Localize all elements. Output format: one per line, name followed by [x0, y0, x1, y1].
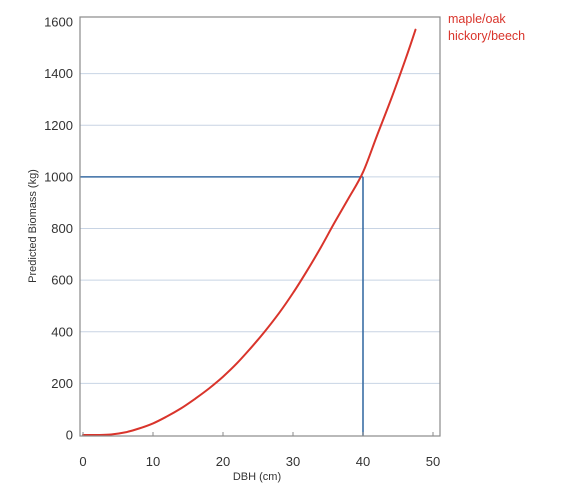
y-tick-label-600: 600 [51, 273, 73, 288]
x-tick-label-10: 10 [146, 454, 160, 469]
legend: maple/oak hickory/beech [448, 12, 525, 43]
y-tick-label-1000: 1000 [44, 169, 73, 184]
x-tick-label-20: 20 [216, 454, 230, 469]
y-tick-label-1400: 1400 [44, 66, 73, 81]
plot-frame [79, 16, 441, 437]
y-tick-label-800: 800 [51, 221, 73, 236]
y-axis-ticks: 0 200 400 600 800 1000 1200 1400 1600 [44, 15, 73, 443]
x-tick-label-50: 50 [426, 454, 440, 469]
reference-lines [80, 176, 364, 436]
y-tick-label-200: 200 [51, 376, 73, 391]
legend-label-line-1: maple/oak [448, 12, 506, 26]
y-axis-label: Predicted Biomass (kg) [27, 169, 39, 283]
series-line-0 [82, 28, 417, 437]
y-tick-label-1200: 1200 [44, 118, 73, 133]
x-axis-ticks: 0 10 20 30 40 50 [79, 432, 440, 469]
y-tick-label-1600: 1600 [44, 15, 73, 30]
x-axis-label: DBH (cm) [233, 471, 281, 483]
x-tick-label-0: 0 [79, 454, 86, 469]
series-layer [82, 28, 417, 437]
x-tick-label-40: 40 [356, 454, 370, 469]
legend-label-line-2: hickory/beech [448, 29, 525, 43]
y-tick-label-400: 400 [51, 324, 73, 339]
x-tick-label-30: 30 [286, 454, 300, 469]
y-tick-label-0: 0 [66, 428, 73, 443]
